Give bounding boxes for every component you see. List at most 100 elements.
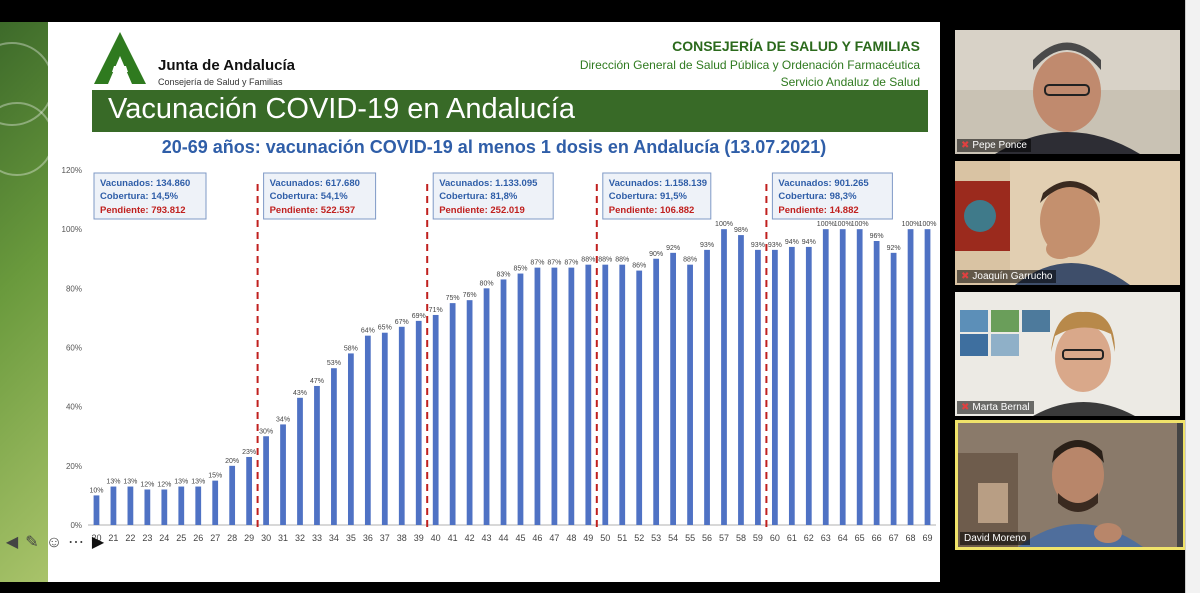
bar-data-label: 94% (802, 239, 816, 246)
bar-age-42 (466, 300, 473, 525)
muted-mic-icon: ✖ (961, 402, 970, 413)
pending-count: Pendiente: 793.812 (100, 205, 186, 216)
bar-age-27 (212, 480, 219, 525)
more-icon[interactable]: ⋯ (68, 534, 84, 551)
logo-title: Junta de Andalucía (158, 57, 295, 74)
bar-data-label: 93% (700, 242, 714, 249)
bar-age-52 (636, 270, 643, 525)
bar-age-68 (907, 229, 914, 525)
coverage-percent: Cobertura: 14,5% (100, 191, 179, 202)
x-tick-label: 27 (210, 533, 220, 543)
video-tile-david-moreno[interactable]: David Moreno (955, 420, 1186, 550)
x-tick-label: 64 (838, 533, 848, 543)
bar-data-label: 88% (598, 257, 612, 264)
vaccinated-count: Vacunados: 617.680 (270, 178, 360, 189)
bar-data-label: 100% (902, 221, 920, 228)
bar-age-66 (873, 241, 880, 525)
x-tick-label: 24 (159, 533, 169, 543)
arrow-left-icon[interactable]: ◀ (5, 534, 19, 551)
bar-age-34 (331, 368, 337, 525)
x-tick-label: 35 (346, 533, 356, 543)
pending-count: Pendiente: 14.882 (778, 205, 858, 216)
bar-age-58 (738, 235, 744, 525)
x-tick-label: 63 (821, 533, 831, 543)
bar-data-label: 87% (547, 260, 561, 267)
bar-data-label: 87% (564, 260, 578, 267)
pen-icon[interactable]: ✎ (25, 534, 39, 551)
bar-data-label: 69% (412, 313, 426, 320)
video-tile-marta-bernal[interactable]: ✖ Marta Bernal (955, 292, 1180, 416)
x-tick-label: 61 (787, 533, 797, 543)
x-tick-label: 42 (465, 533, 475, 543)
x-tick-label: 41 (448, 533, 458, 543)
vaccinated-count: Vacunados: 901.265 (778, 178, 869, 189)
bar-age-67 (890, 252, 897, 525)
bar-age-61 (788, 246, 795, 525)
bar-data-label: 94% (785, 239, 799, 246)
age-group-info-box (93, 172, 207, 220)
x-tick-label: 34 (329, 533, 339, 543)
bar-age-36 (364, 335, 371, 525)
vaccinated-count: Vacunados: 1.133.095 (439, 178, 538, 189)
bar-data-label: 20% (225, 458, 239, 465)
bar-age-49 (585, 264, 592, 525)
header-ministry: CONSEJERÍA DE SALUD Y FAMILIAS (672, 38, 920, 54)
bar-age-24 (161, 489, 168, 525)
bar-age-59 (755, 249, 761, 525)
pending-count: Pendiente: 106.882 (609, 205, 695, 216)
coverage-percent: Cobertura: 91,5% (609, 191, 688, 202)
side-scroll-strip[interactable] (1185, 0, 1200, 593)
bar-data-label: 100% (715, 221, 733, 228)
bar-data-label: 13% (106, 479, 120, 486)
muted-mic-icon: ✖ (961, 140, 970, 151)
x-tick-label: 50 (600, 533, 610, 543)
participant-name-tag: ✖ Joaquín Garrucho (957, 270, 1057, 283)
y-tick-label: 120% (62, 166, 82, 175)
bar-data-label: 23% (242, 449, 256, 456)
y-tick-label: 20% (66, 462, 82, 471)
participant-name: Pepe Ponce (972, 140, 1027, 151)
x-tick-label: 57 (719, 533, 729, 543)
bar-data-label: 80% (480, 280, 494, 287)
bar-age-40 (432, 314, 439, 525)
bar-age-20 (93, 495, 100, 525)
x-tick-label: 58 (736, 533, 746, 543)
bar-data-label: 65% (378, 325, 392, 332)
video-tile-joaquin-garrucho[interactable]: ✖ Joaquín Garrucho (955, 161, 1180, 285)
bar-age-43 (483, 288, 490, 525)
bar-data-label: 88% (615, 257, 629, 264)
participant-name-tag: ✖ Marta Bernal (957, 401, 1034, 414)
age-group-info-box (432, 172, 554, 220)
bar-data-label: 100% (834, 221, 852, 228)
x-tick-label: 45 (515, 533, 525, 543)
x-tick-label: 23 (142, 533, 152, 543)
bar-data-label: 34% (276, 416, 290, 423)
header-directorate: Dirección General de Salud Pública y Ord… (579, 58, 920, 72)
x-tick-label: 59 (753, 533, 763, 543)
bar-data-label: 64% (361, 328, 375, 335)
bar-age-37 (381, 332, 388, 525)
bar-age-53 (653, 258, 660, 525)
video-tile-pepe-ponce[interactable]: ✖ Pepe Ponce (955, 30, 1180, 154)
bar-age-44 (500, 279, 507, 525)
x-tick-label: 49 (583, 533, 593, 543)
bar-age-41 (449, 303, 456, 525)
bar-data-label: 15% (208, 473, 222, 480)
bar-age-30 (263, 436, 269, 525)
y-tick-label: 40% (66, 403, 82, 412)
bar-age-25 (178, 486, 185, 525)
y-tick-label: 0% (70, 521, 82, 530)
bar-data-label: 58% (344, 345, 358, 352)
age-group-info-box (263, 172, 377, 220)
bar-data-label: 10% (89, 487, 103, 494)
bar-data-label: 92% (887, 245, 901, 252)
subtitle-icon[interactable]: ☺ (45, 534, 63, 551)
x-tick-label: 66 (872, 533, 882, 543)
arrow-right-icon[interactable]: ▶ (91, 534, 105, 551)
pending-count: Pendiente: 522.537 (270, 205, 356, 216)
bar-age-23 (144, 489, 151, 525)
bar-data-label: 93% (768, 242, 782, 249)
x-tick-label: 48 (566, 533, 576, 543)
vaccinated-count: Vacunados: 1.158.139 (609, 178, 707, 189)
junta-andalucia-logo (94, 32, 146, 84)
